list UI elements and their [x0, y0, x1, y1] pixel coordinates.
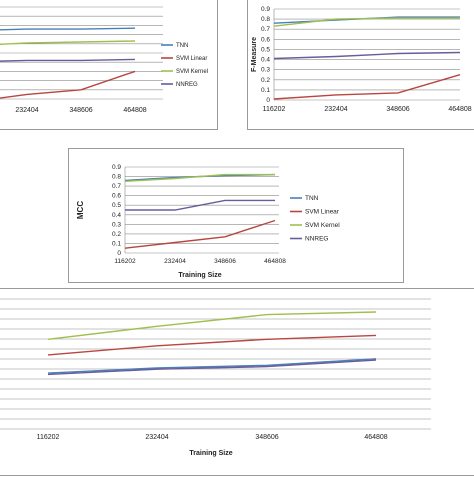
chart-panel-bottom: 116202 232404 348606 464808 Training Size — [0, 288, 474, 476]
y-axis-title: MCC — [76, 201, 85, 219]
series-line-svm-kernel — [124, 173, 275, 182]
legend-label: NNREG — [305, 236, 328, 243]
legend-label: SVM Kernel — [305, 222, 340, 229]
series-line-nnreg — [0, 58, 136, 62]
series-line-tnn — [47, 358, 377, 374]
chart-panel-middle: 0 0.1 0.2 0.3 0.4 0.5 0.6 0.7 0.8 0.9 MCC 116202 232… — [68, 148, 404, 283]
x-tick-label: 116202 — [114, 258, 136, 265]
y-tick-label: 0.1 — [112, 240, 121, 247]
y-tick-label: 0.3 — [112, 221, 121, 228]
x-tick-label: 232404 — [15, 107, 38, 114]
series-line-svm-kernel — [47, 311, 377, 340]
y-tick-label: 0.9 — [261, 6, 270, 13]
y-tick-label: 0.4 — [261, 57, 270, 64]
x-tick-label: 464808 — [364, 434, 387, 441]
x-tick-label: 464808 — [448, 106, 471, 113]
chart-bottom: 116202 232404 348606 464808 Training Size — [0, 298, 431, 457]
series-line-svm-kernel — [0, 40, 136, 46]
y-tick-label: 0.5 — [261, 46, 270, 53]
y-tick-label: 0 — [117, 250, 121, 257]
series-line-nnreg — [47, 359, 377, 376]
series-line-svm-kernel — [273, 17, 460, 27]
chart-top-left: 232404 348606 464808 TNN SVM Linear SVM Kerne… — [0, 6, 208, 114]
series-line-svm-linear — [273, 74, 461, 100]
y-tick-label: 0.6 — [112, 193, 121, 200]
x-tick-label: 348606 — [69, 107, 92, 114]
x-tick-label: 464808 — [264, 258, 286, 265]
series-line-nnreg — [273, 51, 461, 60]
x-tick-label: 232404 — [145, 434, 168, 441]
x-tick-label: 348606 — [214, 258, 236, 265]
y-tick-label: 0.3 — [261, 67, 270, 74]
x-tick-label: 348606 — [255, 434, 278, 441]
x-axis-title: Training Size — [189, 450, 232, 457]
legend-label: NNREG — [176, 82, 198, 88]
series-line-tnn — [0, 27, 136, 31]
y-tick-label: 0.7 — [261, 26, 270, 33]
y-tick-label: 0 — [266, 97, 270, 104]
chart-top-right: 0 0.1 0.2 0.3 0.4 0.5 0.6 0.7 0.8 0.9 F-Measure 116… — [251, 6, 472, 113]
y-tick-label: 0.2 — [261, 77, 270, 84]
x-tick-label: 232404 — [164, 258, 186, 265]
x-axis-title: Training Size — [178, 272, 221, 279]
y-tick-label: 0.7 — [112, 183, 121, 190]
series-line-svm-linear — [47, 334, 377, 356]
y-tick-label: 0.6 — [261, 36, 270, 43]
series-line-nnreg — [125, 199, 275, 211]
y-tick-label: 0.8 — [261, 16, 270, 23]
y-tick-label: 0.8 — [112, 174, 121, 181]
chart-panel-top-right: 0 0.1 0.2 0.3 0.4 0.5 0.6 0.7 0.8 0.9 F-Measure 116… — [247, 0, 474, 130]
x-tick-label: 232404 — [324, 106, 347, 113]
legend-label: TNN — [305, 195, 319, 202]
series-line-svm-linear — [0, 70, 136, 99]
y-tick-label: 0.4 — [112, 212, 121, 219]
x-tick-label: 348606 — [386, 106, 409, 113]
x-tick-label: 116202 — [263, 106, 286, 113]
y-axis-title: F-Measure — [251, 37, 258, 72]
chart-panel-top-left: 232404 348606 464808 TNN SVM Linear SVM Kerne… — [0, 0, 218, 130]
legend-label: TNN — [176, 43, 188, 49]
legend-label: SVM Linear — [305, 209, 340, 216]
x-tick-label: 116202 — [37, 434, 60, 441]
y-tick-label: 0.2 — [112, 231, 121, 238]
legend-label: SVM Kernel — [176, 69, 208, 75]
x-tick-label: 464808 — [123, 107, 146, 114]
y-tick-label: 0.5 — [112, 202, 121, 209]
series-line-svm-linear — [124, 219, 276, 249]
chart-middle-mcc: 0 0.1 0.2 0.3 0.4 0.5 0.6 0.7 0.8 0.9 MCC 116202 232… — [76, 164, 340, 279]
legend-label: SVM Linear — [176, 56, 207, 62]
y-tick-label: 0.1 — [261, 87, 270, 94]
y-tick-label: 0.9 — [112, 164, 121, 171]
